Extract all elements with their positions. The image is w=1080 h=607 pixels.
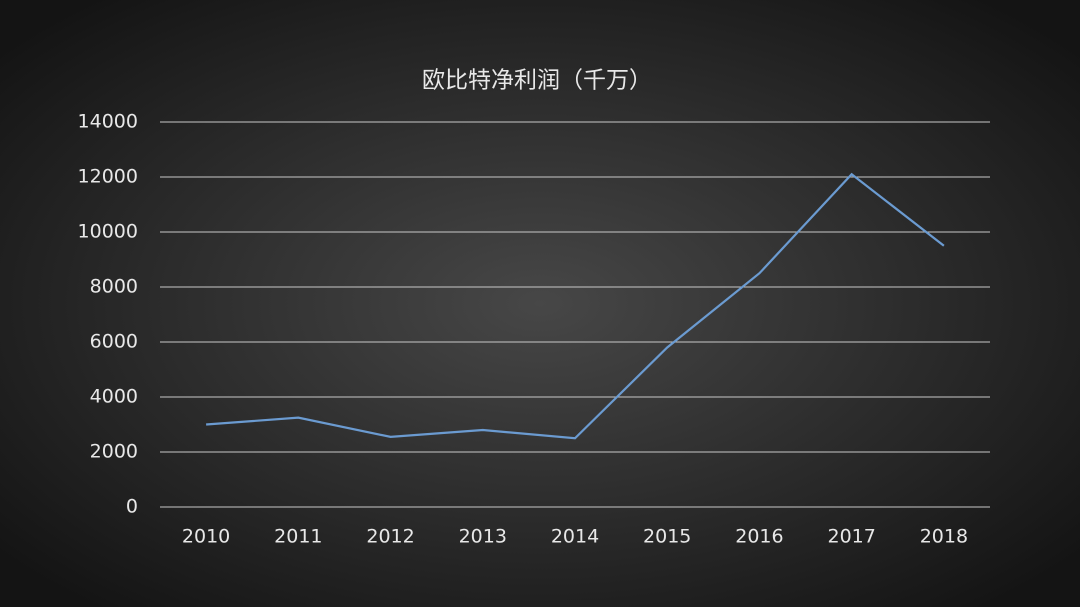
- x-tick-label: 2013: [459, 526, 507, 548]
- data-line: [206, 172, 945, 440]
- y-tick-label: 12000: [78, 166, 138, 188]
- x-tick-label: 2017: [827, 526, 875, 548]
- chart-title: 欧比特净利润（千万）: [422, 68, 652, 94]
- y-tick-label: 14000: [78, 111, 138, 133]
- y-tick-label: 2000: [90, 441, 138, 463]
- x-tick-label: 2012: [366, 526, 414, 548]
- x-tick-label: 2015: [643, 526, 691, 548]
- x-tick-label: 2016: [735, 526, 783, 548]
- x-tick-label: 2018: [920, 526, 968, 548]
- y-tick-label: 0: [126, 496, 138, 518]
- x-tick-label: 2011: [274, 526, 322, 548]
- y-tick-label: 10000: [78, 221, 138, 243]
- y-tick-label: 4000: [90, 386, 138, 408]
- y-tick-label: 6000: [90, 331, 138, 353]
- x-tick-label: 2014: [551, 526, 599, 548]
- x-tick-label: 2010: [182, 526, 230, 548]
- y-tick-label: 8000: [90, 276, 138, 298]
